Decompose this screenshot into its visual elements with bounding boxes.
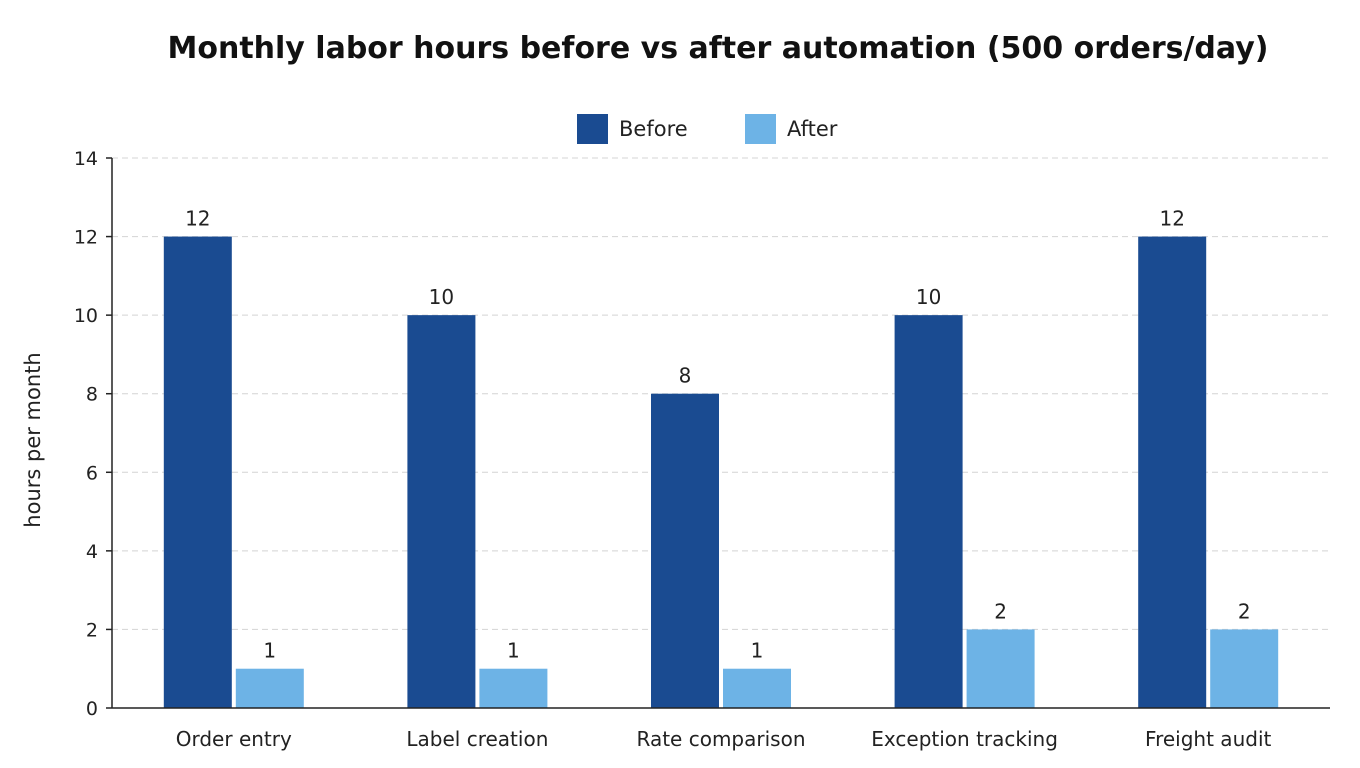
data-label-before: 10 bbox=[429, 285, 454, 309]
data-label-before: 12 bbox=[185, 207, 210, 231]
y-tick-label: 12 bbox=[74, 227, 98, 249]
data-label-after: 1 bbox=[751, 639, 764, 663]
data-label-before: 12 bbox=[1159, 207, 1184, 231]
x-tick-label: Freight audit bbox=[1145, 727, 1271, 751]
x-tick-label: Order entry bbox=[176, 727, 292, 751]
data-label-after: 1 bbox=[507, 639, 520, 663]
data-label-after: 2 bbox=[994, 599, 1007, 623]
y-tick-label: 0 bbox=[86, 698, 98, 720]
y-tick-label: 8 bbox=[86, 384, 98, 406]
x-tick-label: Rate comparison bbox=[637, 727, 806, 751]
data-label-before: 10 bbox=[916, 285, 941, 309]
legend-label-after: After bbox=[787, 117, 838, 141]
data-label-before: 8 bbox=[679, 364, 692, 388]
legend-swatch-after bbox=[745, 114, 776, 144]
gridlines bbox=[112, 157, 1330, 630]
bar-after bbox=[723, 668, 791, 708]
bar-after bbox=[479, 668, 548, 708]
bar-before bbox=[163, 236, 232, 709]
x-tick-label: Exception tracking bbox=[871, 727, 1058, 751]
legend: Before After bbox=[577, 114, 838, 144]
legend-swatch-before bbox=[577, 114, 608, 144]
y-axis-label: hours per month bbox=[21, 352, 45, 527]
data-labels: 12 1 10 1 8 1 10 2 12 2 bbox=[185, 207, 1250, 663]
y-tick-label: 2 bbox=[86, 619, 98, 641]
bar-after bbox=[1210, 629, 1279, 708]
bars bbox=[163, 236, 1279, 709]
legend-label-before: Before bbox=[619, 117, 688, 141]
x-axis-categories: Order entry Label creation Rate comparison… bbox=[176, 727, 1272, 751]
y-axis-ticks: 0 2 4 6 8 10 12 14 bbox=[74, 148, 112, 720]
bar-before bbox=[407, 315, 476, 708]
bar-before bbox=[894, 315, 963, 708]
y-tick-label: 6 bbox=[86, 462, 98, 484]
bar-before bbox=[651, 393, 719, 708]
bar-after bbox=[966, 629, 1035, 708]
y-tick-label: 10 bbox=[74, 305, 98, 327]
data-label-after: 2 bbox=[1238, 599, 1251, 623]
x-tick-label: Label creation bbox=[406, 727, 548, 751]
y-tick-label: 14 bbox=[74, 148, 98, 170]
bar-after bbox=[235, 668, 304, 708]
y-tick-label: 4 bbox=[86, 541, 98, 563]
bar-before bbox=[1138, 236, 1207, 709]
chart-title: Monthly labor hours before vs after auto… bbox=[168, 31, 1269, 66]
data-label-after: 1 bbox=[263, 639, 276, 663]
